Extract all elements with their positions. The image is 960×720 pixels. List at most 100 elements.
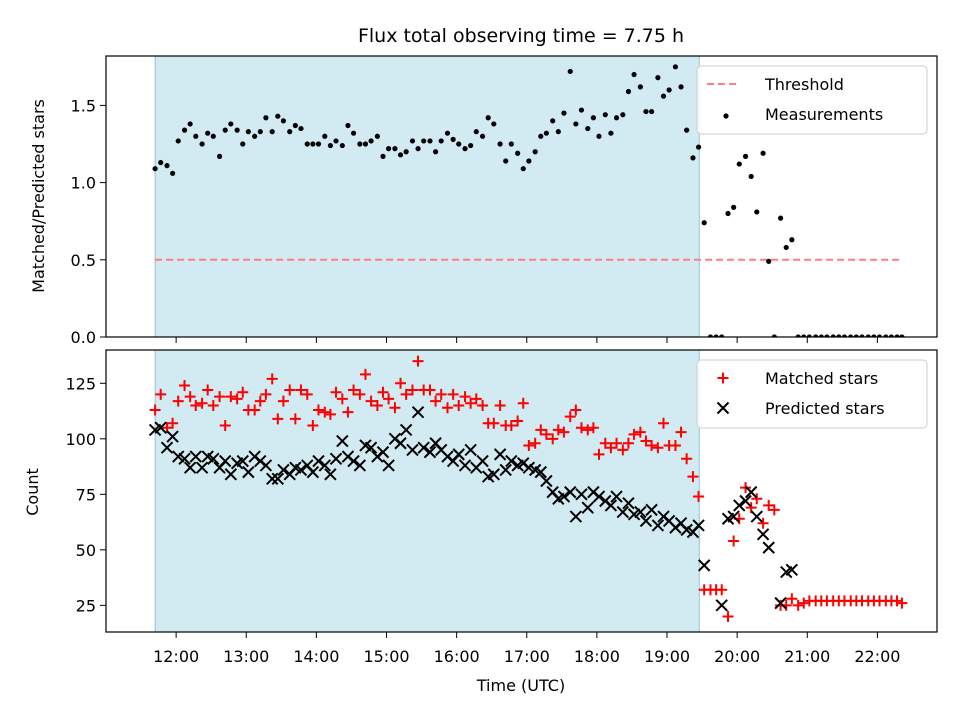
measurement-point [468, 142, 474, 149]
measurement-point [526, 158, 532, 164]
predicted-star-point [739, 494, 752, 508]
legend-matched-marker [717, 372, 729, 384]
measurement-point [193, 133, 199, 139]
predicted-star-point [715, 599, 728, 612]
predicted-star-point [219, 454, 232, 468]
predicted-star-point [592, 490, 606, 503]
plot-area [152, 64, 905, 337]
measurement-point [222, 127, 228, 133]
y-tick-label: 50 [76, 541, 96, 560]
measurement-point [660, 93, 667, 99]
matched-star-point [406, 384, 418, 396]
matched-star-point [377, 386, 389, 398]
measurement-point [678, 84, 684, 90]
measurement-point [543, 130, 549, 136]
measurement-point [520, 166, 526, 172]
matched-star-point [646, 439, 658, 451]
matched-star-point [547, 433, 559, 445]
measurement-point [795, 334, 801, 337]
measurement-point [684, 127, 690, 133]
predicted-star-point [581, 501, 594, 514]
measurement-point [690, 155, 696, 161]
matched-star-point [249, 404, 261, 416]
measurement-point [778, 215, 784, 221]
measurement-point [473, 129, 479, 135]
predicted-star-point [458, 459, 472, 472]
matched-star-point [675, 426, 687, 438]
measurement-point [380, 153, 386, 159]
predicted-star-point [166, 430, 179, 443]
matched-star-point [728, 535, 740, 547]
measurement-point [648, 108, 655, 115]
legend-measurement-marker [723, 113, 729, 119]
measurement-point [175, 138, 181, 144]
measurement-point [766, 258, 772, 264]
matched-star-point [582, 424, 594, 436]
matched-star-point [693, 491, 705, 503]
predicted-star-point [692, 519, 705, 532]
predicted-star-point [265, 472, 279, 485]
y-tick-label: 1.0 [71, 174, 96, 193]
measurement-point [736, 161, 742, 167]
measurement-point [719, 334, 725, 337]
measurement-point [865, 334, 871, 337]
measurement-point [695, 144, 702, 150]
predicted-star-point [154, 421, 167, 434]
measurement-point [392, 146, 398, 152]
predicted-star-point [464, 443, 477, 457]
x-axis-label: Time (UTC) [476, 676, 565, 695]
matched-star-point [149, 404, 161, 416]
predicted-star-point [634, 505, 647, 519]
matched-star-point [763, 499, 775, 511]
predicted-star-point [727, 510, 740, 523]
predicted-star-point [569, 510, 583, 523]
predicted-star-point [604, 499, 618, 512]
matched-star-point [435, 388, 447, 400]
matched-star-point [786, 593, 798, 605]
legend-box [696, 359, 928, 429]
measurement-point [485, 115, 491, 121]
predicted-star-point [493, 448, 507, 461]
measurement-point [783, 244, 789, 251]
matched-star-point [669, 439, 681, 451]
measurement-point [871, 334, 877, 337]
y-tick-label: 75 [76, 485, 96, 504]
matched-star-point [617, 444, 629, 456]
matched-star-point [348, 384, 360, 396]
measurement-point [631, 71, 637, 78]
measurement-point [397, 152, 404, 158]
measurement-point [187, 121, 193, 127]
matched-star-point [383, 393, 395, 405]
measurement-point [497, 141, 503, 147]
measurement-point [771, 334, 777, 337]
measurement-point [894, 334, 900, 337]
matched-star-point [634, 426, 646, 438]
matched-star-point [640, 435, 652, 447]
matched-star-point [395, 377, 407, 389]
predicted-star-point [312, 454, 325, 468]
measurement-point [742, 153, 749, 159]
measurement-point [637, 84, 643, 90]
predicted-star-point [306, 465, 320, 479]
x-tick-label: 16:00 [434, 647, 480, 666]
matched-star-point [219, 419, 231, 431]
measurement-point [263, 115, 269, 121]
matched-star-point [207, 400, 219, 412]
predicted-star-point [476, 454, 489, 468]
measurement-point [876, 334, 883, 337]
measurement-point [801, 334, 807, 337]
measurement-point [252, 133, 258, 139]
matched-star-point [254, 395, 266, 407]
matched-star-point [231, 393, 243, 405]
matched-star-point [488, 417, 500, 429]
count-y-axis-label: Count [23, 468, 42, 516]
matched-star-point [336, 393, 348, 405]
observing-window-shade [154, 55, 700, 338]
measurement-point [608, 130, 614, 136]
matched-star-point [575, 422, 587, 434]
x-tick-label: 12:00 [153, 647, 199, 666]
predicted-star-point [294, 463, 308, 477]
matched-star-point [768, 504, 780, 516]
predicted-star-point [242, 465, 255, 479]
